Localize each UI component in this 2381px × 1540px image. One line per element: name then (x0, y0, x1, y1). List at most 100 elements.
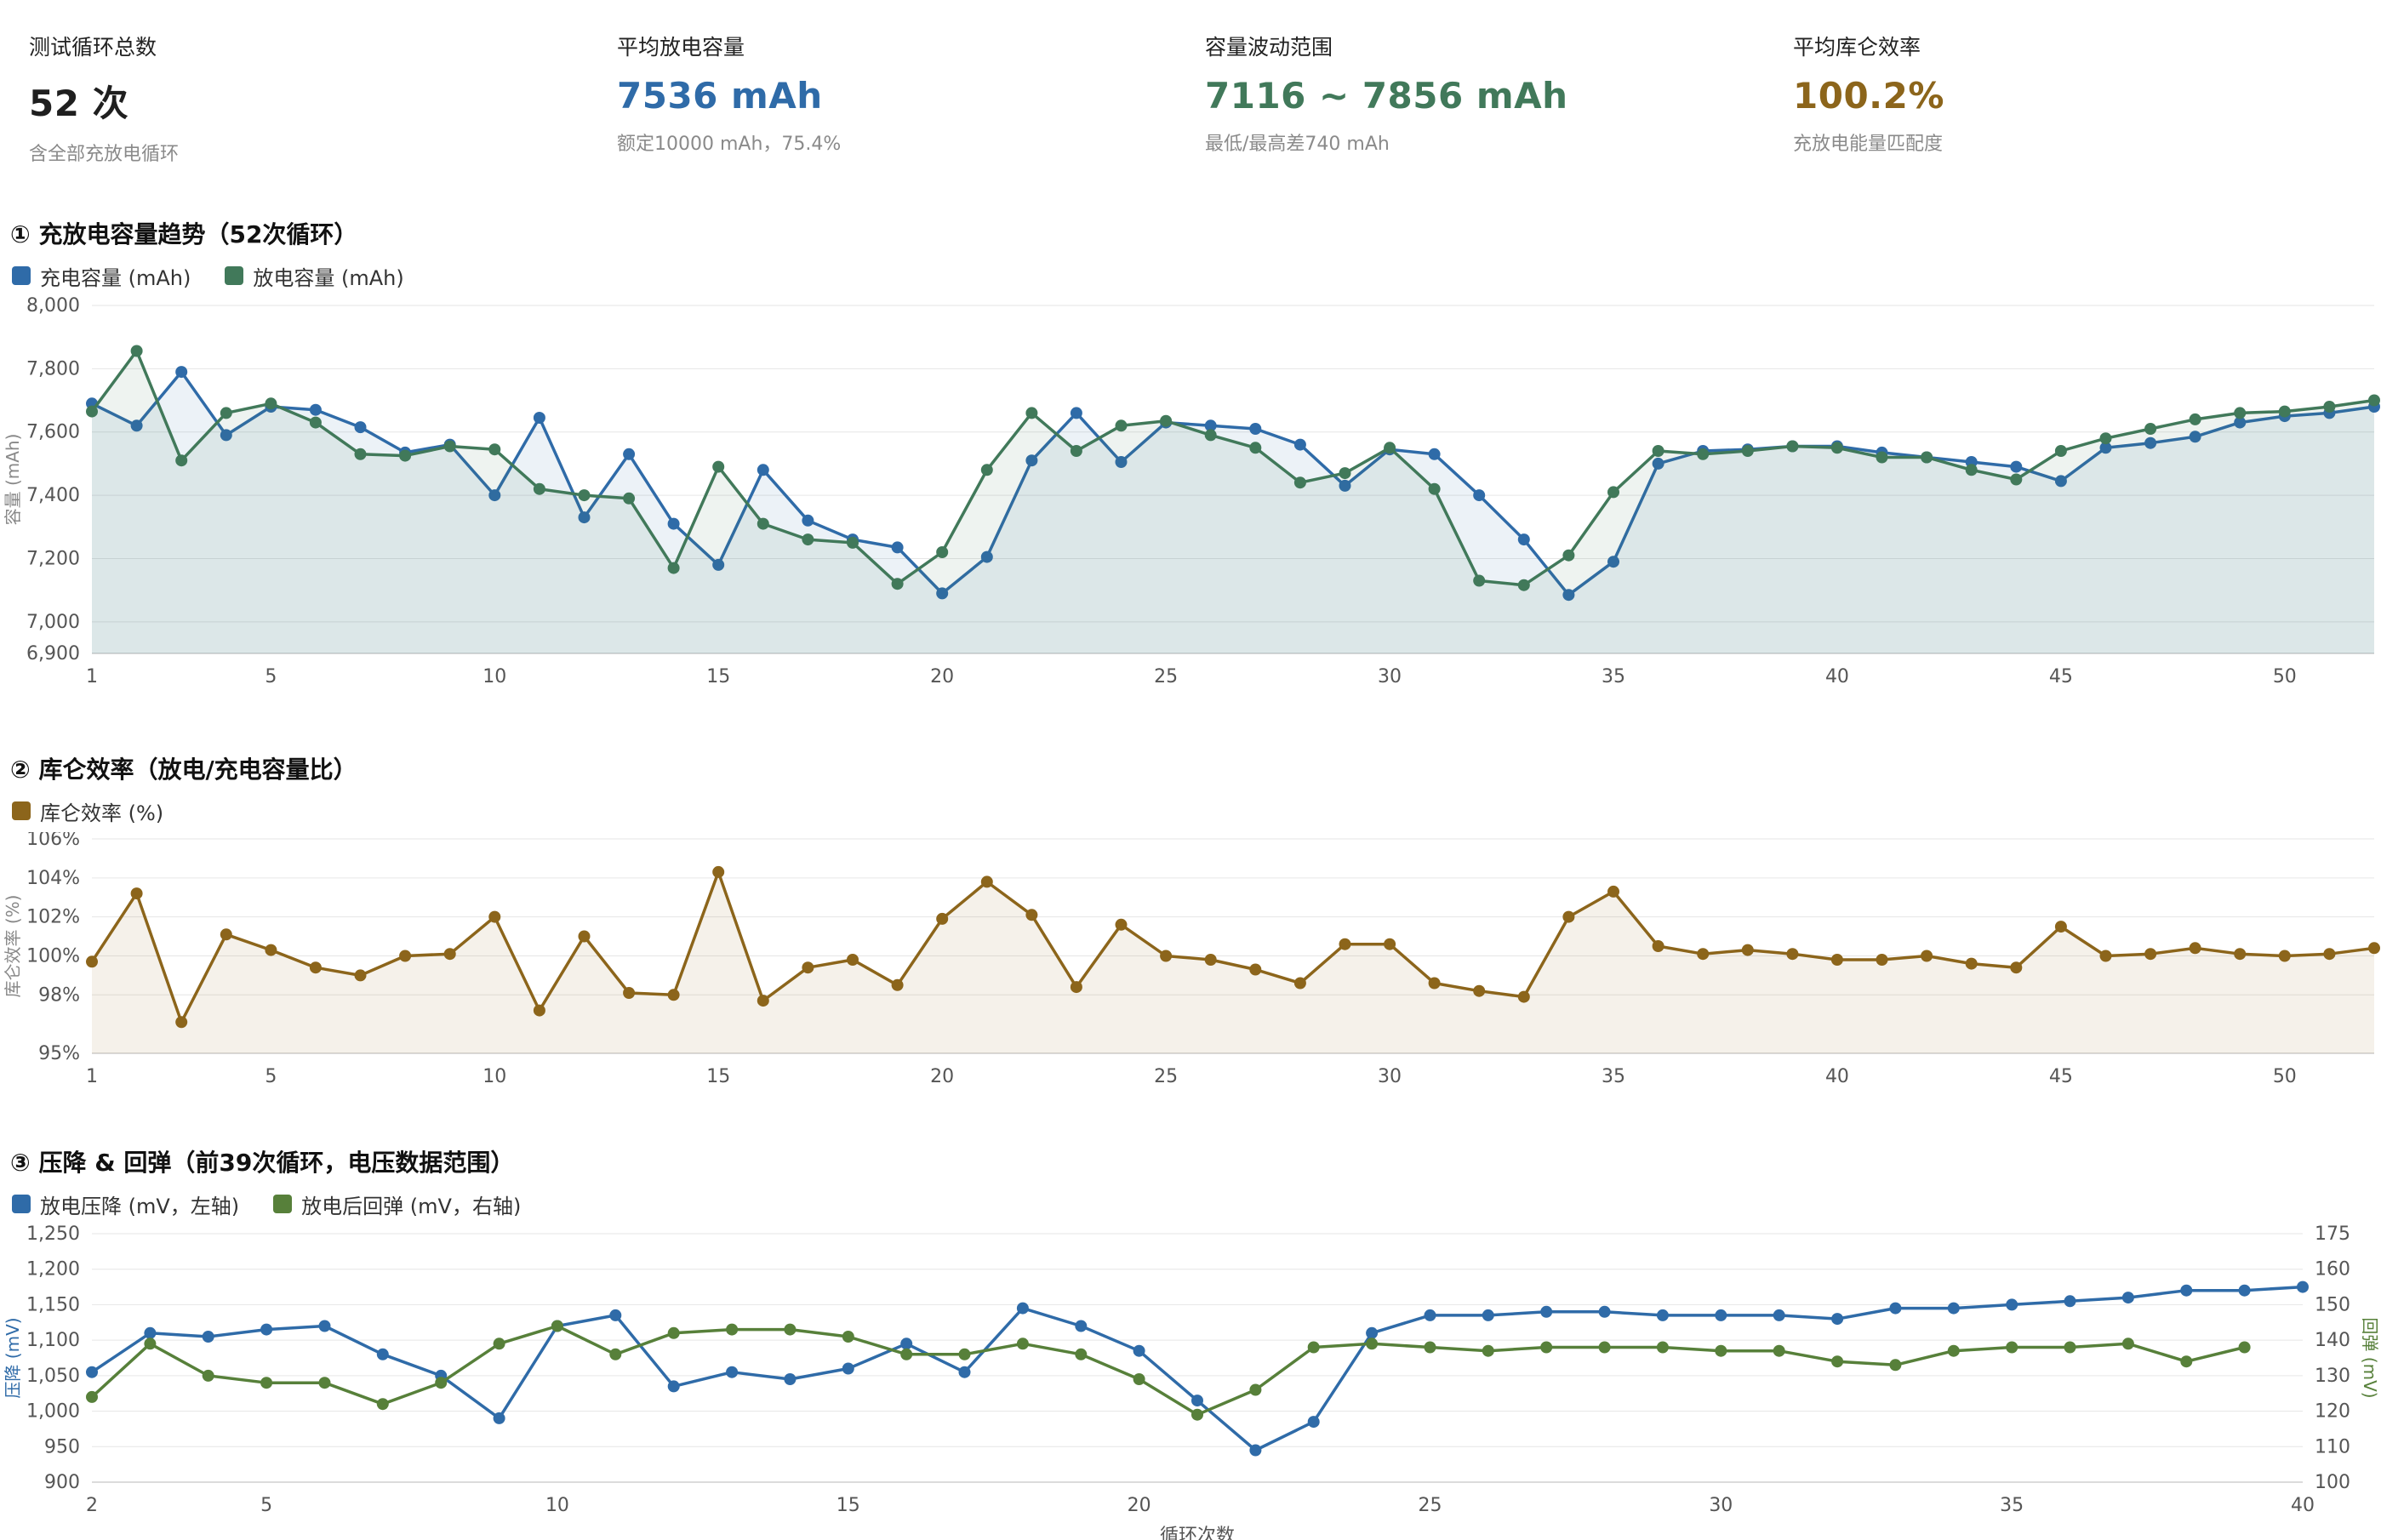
svg-text:5: 5 (260, 1495, 272, 1516)
section-title-capacity-trend: ① 充放电容量趋势（52次循环） (10, 220, 358, 248)
stat-subtitle: 额定10000 mAh，75.4% (617, 134, 842, 155)
svg-text:1,150: 1,150 (26, 1294, 80, 1315)
svg-text:容量 (mAh): 容量 (mAh) (3, 434, 23, 526)
legend-voltage-drop-rebound: 放电压降 (mV，左轴) 放电后回弹 (mV，右轴) (12, 1189, 2381, 1219)
section-title-coulombic-efficiency: ② 库仑效率（放电/充电容量比） (10, 756, 357, 784)
voltage-drop-rebound-chart: 900 100 950 110 1,000 120 1,050 130 1,100 140 1,15… (3, 1225, 2380, 1540)
stat-subtitle: 最低/最高差740 mAh (1205, 134, 1390, 155)
svg-text:压降 (mV): 压降 (mV) (3, 1317, 23, 1398)
svg-text:15: 15 (706, 666, 730, 687)
svg-text:900: 900 (44, 1472, 80, 1493)
stat-value: 52 次 (29, 83, 129, 124)
stat-subtitle: 充放电能量匹配度 (1793, 134, 1944, 155)
legend-item-coulombic-efficiency: 库仑效率 (%) (12, 796, 163, 826)
svg-text:回弹 (mV): 回弹 (mV) (2360, 1317, 2380, 1398)
svg-text:40: 40 (2291, 1495, 2315, 1516)
svg-text:1,200: 1,200 (26, 1259, 80, 1280)
svg-text:1: 1 (86, 1066, 98, 1087)
svg-text:100%: 100% (26, 945, 80, 967)
svg-text:6,900: 6,900 (26, 643, 80, 664)
legend-swatch (225, 266, 244, 285)
stat-avg-coulombic-efficiency: 平均库仑效率 100.2% 充放电能量匹配度 (1793, 31, 2381, 166)
svg-text:1: 1 (86, 666, 98, 687)
legend-coulombic-efficiency: 库仑效率 (%) (12, 796, 2381, 826)
svg-text:1,250: 1,250 (26, 1225, 80, 1245)
svg-text:10: 10 (482, 1066, 506, 1087)
svg-text:45: 45 (2049, 666, 2073, 687)
stat-capacity-range: 容量波动范围 7116 ~ 7856 mAh 最低/最高差740 mAh (1205, 31, 1793, 166)
section-coulombic-efficiency: ② 库仑效率（放电/充电容量比） 库仑效率 (%) 95% 98% 100% 102%… (0, 756, 2381, 1094)
svg-text:104%: 104% (26, 868, 80, 889)
legend-item-rebound: 放电后回弹 (mV，右轴) (273, 1189, 521, 1219)
svg-text:15: 15 (836, 1495, 860, 1516)
svg-text:35: 35 (2000, 1495, 2024, 1516)
svg-text:30: 30 (1378, 666, 1402, 687)
svg-text:106%: 106% (26, 832, 80, 850)
svg-text:7,800: 7,800 (26, 358, 80, 379)
legend-label: 充电容量 (mAh) (40, 265, 191, 290)
svg-text:10: 10 (482, 666, 506, 687)
svg-text:25: 25 (1418, 1495, 1442, 1516)
stat-avg-discharge-capacity: 平均放电容量 7536 mAh 额定10000 mAh，75.4% (617, 31, 1205, 166)
stat-label: 平均放电容量 (617, 35, 745, 60)
legend-label: 放电容量 (mAh) (253, 265, 404, 290)
legend-swatch (12, 801, 31, 820)
svg-text:20: 20 (930, 1066, 954, 1087)
stat-label: 平均库仑效率 (1793, 35, 1921, 60)
svg-text:15: 15 (706, 1066, 730, 1087)
svg-text:7,400: 7,400 (26, 485, 80, 506)
svg-text:10: 10 (545, 1495, 569, 1516)
svg-text:1,000: 1,000 (26, 1401, 80, 1423)
stat-value: 7116 ~ 7856 mAh (1205, 75, 1568, 117)
svg-text:7,000: 7,000 (26, 612, 80, 633)
svg-text:40: 40 (1825, 666, 1849, 687)
svg-text:5: 5 (265, 666, 277, 687)
section-capacity-trend: ① 充放电容量趋势（52次循环） 充电容量 (mAh) 放电容量 (mAh) 6… (0, 220, 2381, 701)
svg-text:98%: 98% (38, 984, 80, 1006)
svg-text:库仑效率 (%): 库仑效率 (%) (3, 895, 23, 998)
stat-label: 测试循环总数 (29, 35, 157, 60)
legend-swatch (12, 266, 31, 285)
legend-item-charge-capacity: 充电容量 (mAh) (12, 261, 191, 291)
svg-text:175: 175 (2315, 1225, 2350, 1245)
svg-text:30: 30 (1378, 1066, 1402, 1087)
legend-capacity-trend: 充电容量 (mAh) 放电容量 (mAh) (12, 261, 2381, 291)
svg-text:30: 30 (1709, 1495, 1733, 1516)
section-voltage-drop-rebound: ③ 压降 & 回弹（前39次循环，电压数据范围） 放电压降 (mV，左轴) 放电… (0, 1149, 2381, 1540)
stat-value: 100.2% (1793, 75, 1944, 117)
legend-label: 放电压降 (mV，左轴) (40, 1194, 240, 1218)
svg-text:20: 20 (930, 666, 954, 687)
svg-text:25: 25 (1154, 1066, 1178, 1087)
stats-row: 测试循环总数 52 次 含全部充放电循环 平均放电容量 7536 mAh 额定1… (0, 0, 2381, 166)
svg-text:25: 25 (1154, 666, 1178, 687)
svg-text:1,100: 1,100 (26, 1330, 80, 1351)
svg-text:35: 35 (1602, 1066, 1625, 1087)
stat-value: 7536 mAh (617, 75, 823, 117)
stat-total-cycles: 测试循环总数 52 次 含全部充放电循环 (29, 31, 617, 166)
svg-text:7,200: 7,200 (26, 548, 80, 569)
svg-text:95%: 95% (38, 1043, 80, 1064)
svg-text:100: 100 (2315, 1472, 2350, 1493)
svg-text:1,050: 1,050 (26, 1366, 80, 1387)
legend-item-voltage-drop: 放电压降 (mV，左轴) (12, 1189, 239, 1219)
stat-subtitle: 含全部充放电循环 (29, 144, 180, 165)
svg-text:7,600: 7,600 (26, 422, 80, 443)
legend-item-discharge-capacity: 放电容量 (mAh) (225, 261, 404, 291)
legend-label: 放电后回弹 (mV，右轴) (301, 1194, 522, 1218)
legend-label: 库仑效率 (%) (40, 801, 164, 825)
svg-text:160: 160 (2315, 1259, 2350, 1280)
section-title-voltage-drop-rebound: ③ 压降 & 回弹（前39次循环，电压数据范围） (10, 1149, 515, 1177)
svg-text:140: 140 (2315, 1330, 2350, 1351)
svg-text:40: 40 (1825, 1066, 1849, 1087)
svg-text:20: 20 (1128, 1495, 1151, 1516)
svg-text:循环次数: 循环次数 (1160, 1526, 1235, 1540)
legend-swatch (273, 1195, 293, 1213)
svg-text:2: 2 (86, 1495, 98, 1516)
stat-label: 容量波动范围 (1205, 35, 1333, 60)
svg-text:8,000: 8,000 (26, 297, 80, 317)
svg-text:110: 110 (2315, 1436, 2350, 1457)
svg-text:35: 35 (1602, 666, 1625, 687)
svg-text:120: 120 (2315, 1401, 2350, 1423)
svg-text:45: 45 (2049, 1066, 2073, 1087)
